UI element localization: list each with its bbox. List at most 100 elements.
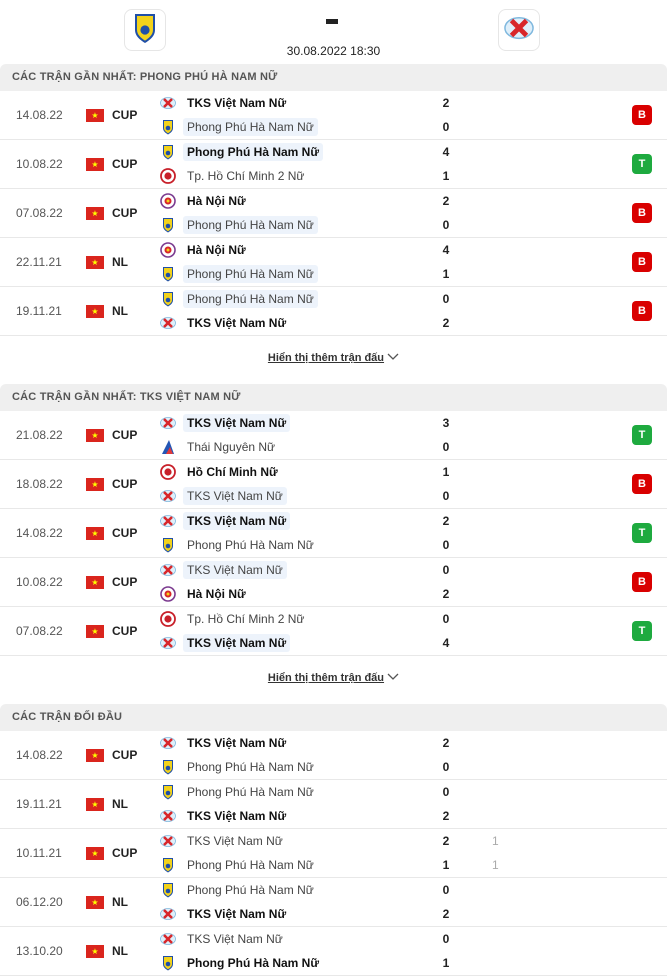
home-team[interactable]: Phong Phú Hà Nam Nữ — [160, 142, 324, 162]
away-team[interactable]: TKS Việt Nam Nữ — [160, 313, 290, 333]
home-team[interactable]: TKS Việt Nam Nữ — [160, 511, 291, 531]
team-name[interactable]: Hà Nội Nữ — [187, 587, 246, 601]
home-team[interactable]: Phong Phú Hà Nam Nữ — [160, 880, 318, 900]
away-team[interactable]: Thái Nguyên Nữ — [160, 437, 279, 457]
team-name[interactable]: Phong Phú Hà Nam Nữ — [187, 858, 314, 872]
team-name[interactable]: Thái Nguyên Nữ — [187, 440, 276, 454]
away-score: 0 — [442, 440, 450, 454]
home-team[interactable]: Tp. Hồ Chí Minh 2 Nữ — [160, 609, 308, 629]
home-score: 0 — [442, 612, 450, 626]
team-logo-icon — [160, 415, 176, 431]
home-score: 0 — [442, 292, 450, 306]
match-row[interactable]: 18.08.22 ★ CUP Hồ Chí Minh Nữ 1 TKS Việt … — [0, 460, 667, 509]
team-logo-icon — [160, 266, 176, 282]
vietnam-flag-icon: ★ — [86, 798, 104, 811]
team-name[interactable]: Phong Phú Hà Nam Nữ — [187, 760, 314, 774]
team-name[interactable]: Phong Phú Hà Nam Nữ — [183, 143, 324, 161]
match-row[interactable]: 06.12.20 ★ NL Phong Phú Hà Nam Nữ 0 TKS V… — [0, 878, 667, 927]
team-name[interactable]: TKS Việt Nam Nữ — [183, 561, 287, 579]
team-name[interactable]: Hồ Chí Minh Nữ — [187, 465, 278, 479]
away-team[interactable]: Tp. Hồ Chí Minh 2 Nữ — [160, 166, 308, 186]
match-row[interactable]: 13.10.20 ★ NL TKS Việt Nam Nữ 0 Phong Phú… — [0, 927, 667, 976]
team-logo-icon — [160, 439, 176, 455]
competition: NL — [112, 255, 128, 269]
show-more-link[interactable]: Hiển thị thêm trận đấu — [0, 336, 667, 384]
away-team-logo[interactable] — [498, 9, 540, 51]
away-team[interactable]: Hà Nội Nữ — [160, 584, 250, 604]
team-logo-icon — [160, 537, 176, 553]
vietnam-flag-icon: ★ — [86, 625, 104, 638]
home-team[interactable]: Hồ Chí Minh Nữ — [160, 462, 282, 482]
away-score: 0 — [442, 489, 450, 503]
match-row[interactable]: 07.08.22 ★ CUP Tp. Hồ Chí Minh 2 Nữ 0 TKS… — [0, 607, 667, 656]
team-name[interactable]: Phong Phú Hà Nam Nữ — [183, 216, 318, 234]
match-row[interactable]: 19.11.21 ★ NL Phong Phú Hà Nam Nữ 0 TKS V… — [0, 287, 667, 336]
match-row[interactable]: 19.11.21 ★ NL Phong Phú Hà Nam Nữ 0 TKS V… — [0, 780, 667, 829]
section-title: CÁC TRẬN ĐỐI ĐẦU — [0, 704, 667, 731]
match-row[interactable]: 10.11.21 ★ CUP TKS Việt Nam Nữ 2 1 Phong P… — [0, 829, 667, 878]
home-team-logo[interactable] — [124, 9, 166, 51]
team-name[interactable]: TKS Việt Nam Nữ — [187, 316, 287, 330]
home-team[interactable]: TKS Việt Nam Nữ — [160, 929, 287, 949]
match-row[interactable]: 14.08.22 ★ CUP TKS Việt Nam Nữ 2 Phong Ph… — [0, 91, 667, 140]
away-team[interactable]: Phong Phú Hà Nam Nữ — [160, 757, 318, 777]
home-team[interactable]: TKS Việt Nam Nữ — [160, 413, 291, 433]
match-row[interactable]: 22.11.21 ★ NL Hà Nội Nữ 4 Phong Phú Hà Na… — [0, 238, 667, 287]
team-name[interactable]: TKS Việt Nam Nữ — [183, 487, 287, 505]
away-team[interactable]: TKS Việt Nam Nữ — [160, 633, 291, 653]
team-name[interactable]: TKS Việt Nam Nữ — [187, 932, 283, 946]
team-name[interactable]: TKS Việt Nam Nữ — [183, 634, 291, 652]
team-name[interactable]: Phong Phú Hà Nam Nữ — [183, 265, 318, 283]
show-more-link[interactable]: Hiển thị thêm trận đấu — [0, 656, 667, 704]
team-name[interactable]: Phong Phú Hà Nam Nữ — [187, 785, 314, 799]
home-score: 4 — [442, 243, 450, 257]
team-name[interactable]: Hà Nội Nữ — [187, 194, 246, 208]
team-name[interactable]: TKS Việt Nam Nữ — [187, 96, 287, 110]
away-score: 0 — [442, 760, 450, 774]
away-team[interactable]: Phong Phú Hà Nam Nữ — [160, 855, 318, 875]
team-name[interactable]: TKS Việt Nam Nữ — [187, 834, 283, 848]
home-score: 2 — [442, 96, 450, 110]
match-row[interactable]: 07.08.22 ★ CUP Hà Nội Nữ 2 Phong Phú Hà N… — [0, 189, 667, 238]
home-team[interactable]: TKS Việt Nam Nữ — [160, 831, 287, 851]
home-team[interactable]: TKS Việt Nam Nữ — [160, 560, 287, 580]
away-team[interactable]: TKS Việt Nam Nữ — [160, 806, 290, 826]
away-score: 0 — [442, 538, 450, 552]
team-name[interactable]: TKS Việt Nam Nữ — [187, 809, 287, 823]
team-name[interactable]: TKS Việt Nam Nữ — [187, 736, 287, 750]
away-team[interactable]: Phong Phú Hà Nam Nữ — [160, 953, 323, 973]
team-name[interactable]: Tp. Hồ Chí Minh 2 Nữ — [187, 612, 305, 626]
away-team[interactable]: Phong Phú Hà Nam Nữ — [160, 264, 318, 284]
team-name[interactable]: Phong Phú Hà Nam Nữ — [183, 290, 318, 308]
match-row[interactable]: 14.08.22 ★ CUP TKS Việt Nam Nữ 2 Phong Ph… — [0, 509, 667, 558]
team-name[interactable]: Phong Phú Hà Nam Nữ — [187, 538, 314, 552]
away-team[interactable]: Phong Phú Hà Nam Nữ — [160, 215, 318, 235]
home-team[interactable]: TKS Việt Nam Nữ — [160, 733, 290, 753]
vietnam-flag-icon: ★ — [86, 896, 104, 909]
match-row[interactable]: 14.08.22 ★ CUP TKS Việt Nam Nữ 2 Phong Ph… — [0, 731, 667, 780]
home-team[interactable]: Phong Phú Hà Nam Nữ — [160, 782, 318, 802]
team-name[interactable]: Phong Phú Hà Nam Nữ — [187, 883, 314, 897]
match-row[interactable]: 21.08.22 ★ CUP TKS Việt Nam Nữ 3 Thái Ngu… — [0, 411, 667, 460]
show-more-label[interactable]: Hiển thị thêm trận đấu — [267, 672, 385, 684]
team-name[interactable]: TKS Việt Nam Nữ — [183, 414, 291, 432]
home-team[interactable]: Phong Phú Hà Nam Nữ — [160, 289, 318, 309]
match-row[interactable]: 10.08.22 ★ CUP Phong Phú Hà Nam Nữ 4 Tp. … — [0, 140, 667, 189]
show-more-label[interactable]: Hiển thị thêm trận đấu — [267, 352, 385, 364]
home-team[interactable]: Hà Nội Nữ — [160, 191, 250, 211]
away-team[interactable]: Phong Phú Hà Nam Nữ — [160, 535, 318, 555]
competition: CUP — [112, 846, 138, 860]
team-name[interactable]: TKS Việt Nam Nữ — [183, 512, 291, 530]
team-name[interactable]: Hà Nội Nữ — [187, 243, 246, 257]
home-team[interactable]: Hà Nội Nữ — [160, 240, 250, 260]
home-team[interactable]: TKS Việt Nam Nữ — [160, 93, 290, 113]
team-name[interactable]: Tp. Hồ Chí Minh 2 Nữ — [187, 169, 305, 183]
team-name[interactable]: Phong Phú Hà Nam Nữ — [183, 118, 318, 136]
away-team[interactable]: TKS Việt Nam Nữ — [160, 904, 290, 924]
team-name[interactable]: Phong Phú Hà Nam Nữ — [187, 956, 320, 970]
match-date: 18.08.22 — [16, 477, 63, 491]
away-team[interactable]: Phong Phú Hà Nam Nữ — [160, 117, 318, 137]
team-name[interactable]: TKS Việt Nam Nữ — [187, 907, 287, 921]
match-row[interactable]: 10.08.22 ★ CUP TKS Việt Nam Nữ 0 Hà Nội N… — [0, 558, 667, 607]
away-team[interactable]: TKS Việt Nam Nữ — [160, 486, 287, 506]
